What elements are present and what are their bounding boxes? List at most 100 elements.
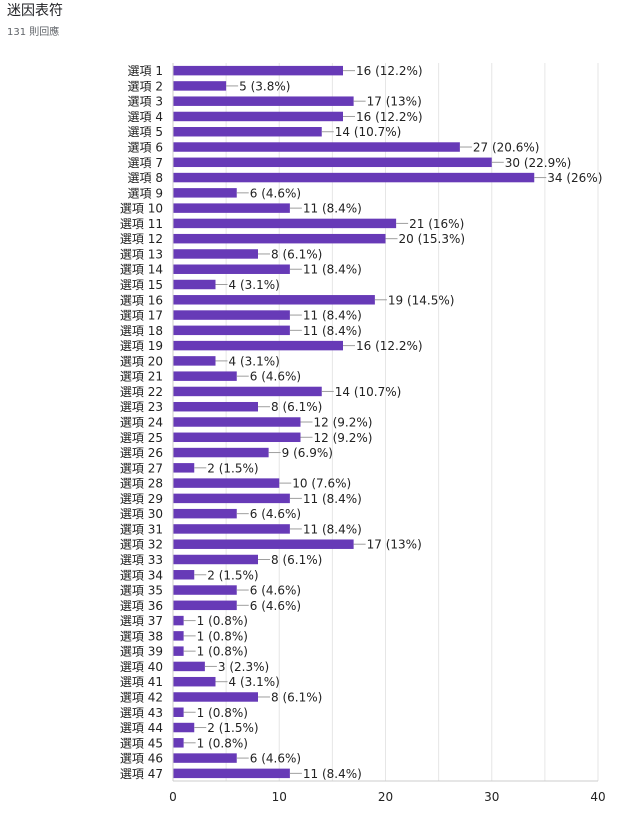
category-label: 選項 9 (128, 186, 163, 200)
bar (173, 203, 290, 213)
bar (173, 188, 237, 198)
data-label: 4 (3.1%) (229, 278, 280, 292)
category-label: 選項 35 (120, 584, 163, 598)
bar (173, 325, 290, 336)
data-label: 10 (7.6%) (292, 477, 351, 491)
bar (173, 142, 460, 152)
category-label: 選項 25 (120, 431, 163, 445)
data-label: 21 (16%) (409, 217, 464, 231)
category-label: 選項 3 (128, 95, 163, 109)
x-tick-label: 30 (484, 790, 499, 804)
data-label: 11 (8.4%) (303, 263, 362, 277)
data-label: 1 (0.8%) (197, 614, 248, 628)
bar (173, 111, 343, 122)
x-tick-label: 20 (378, 790, 393, 804)
x-tick-label: 0 (169, 790, 177, 804)
bar (173, 722, 195, 733)
axes (172, 63, 598, 782)
data-label: 6 (4.6%) (250, 370, 301, 384)
data-label: 4 (3.1%) (229, 675, 280, 689)
data-label: 19 (14.5%) (388, 293, 455, 307)
category-label: 選項 26 (120, 446, 163, 460)
category-label: 選項 27 (120, 461, 163, 475)
category-label: 選項 8 (128, 171, 163, 185)
bar (173, 96, 354, 106)
data-label: 6 (4.6%) (250, 507, 301, 521)
bar (173, 631, 184, 641)
response-count: 131 則回應 (7, 27, 60, 38)
bar (173, 478, 280, 488)
data-label: 8 (6.1%) (271, 400, 322, 414)
data-label: 1 (0.8%) (197, 736, 248, 750)
category-label: 選項 37 (120, 614, 163, 628)
category-label: 選項 24 (120, 416, 163, 430)
bar (173, 264, 290, 274)
bar (173, 646, 184, 656)
data-label: 4 (3.1%) (229, 354, 280, 368)
data-label: 16 (12.2%) (356, 64, 423, 78)
category-label: 選項 34 (120, 568, 163, 582)
category-label: 選項 47 (120, 767, 163, 781)
data-label: 14 (10.7%) (335, 125, 402, 139)
category-label: 選項 45 (120, 736, 163, 750)
bar (173, 585, 237, 595)
bar (173, 432, 301, 443)
data-label: 6 (4.6%) (250, 599, 301, 613)
category-label: 選項 17 (120, 309, 163, 323)
bar (173, 661, 205, 672)
category-label: 選項 16 (120, 293, 163, 307)
bar (173, 401, 258, 412)
category-label: 選項 38 (120, 629, 163, 643)
category-label: 選項 36 (120, 599, 163, 613)
bar (173, 615, 184, 626)
bar (173, 554, 258, 565)
category-label: 選項 12 (120, 232, 163, 246)
category-label: 選項 41 (120, 675, 163, 689)
data-label: 5 (3.8%) (239, 79, 290, 93)
bar (173, 692, 258, 702)
data-label: 8 (6.1%) (271, 247, 322, 261)
data-label: 11 (8.4%) (303, 767, 362, 781)
bar (173, 249, 258, 259)
data-label: 20 (15.3%) (399, 232, 466, 246)
category-label: 選項 21 (120, 370, 163, 384)
bar (173, 127, 322, 137)
bar (173, 753, 237, 763)
data-label: 17 (13%) (367, 538, 422, 552)
data-label: 17 (13%) (367, 95, 422, 109)
data-label: 2 (1.5%) (207, 461, 258, 475)
data-label: 11 (8.4%) (303, 522, 362, 536)
x-tick-label: 40 (590, 790, 605, 804)
category-label: 選項 33 (120, 553, 163, 567)
data-label: 6 (4.6%) (250, 752, 301, 766)
category-label: 選項 10 (120, 202, 163, 216)
data-label: 8 (6.1%) (271, 690, 322, 704)
bar (173, 570, 195, 580)
category-label: 選項 32 (120, 538, 163, 552)
data-label: 1 (0.8%) (197, 706, 248, 720)
bar (173, 295, 375, 305)
bar (173, 539, 354, 549)
data-label: 11 (8.4%) (303, 202, 362, 216)
bar (173, 600, 237, 611)
category-label: 選項 14 (120, 263, 163, 277)
category-label: 選項 29 (120, 492, 163, 506)
bar (173, 65, 343, 76)
category-label: 選項 23 (120, 400, 163, 414)
data-label: 6 (4.6%) (250, 584, 301, 598)
category-label: 選項 30 (120, 507, 163, 521)
bar (173, 707, 184, 717)
data-label: 1 (0.8%) (197, 645, 248, 659)
data-label: 34 (26%) (547, 171, 602, 185)
data-label: 1 (0.8%) (197, 629, 248, 643)
category-label: 選項 19 (120, 339, 163, 353)
category-label: 選項 6 (128, 141, 163, 155)
data-label: 11 (8.4%) (303, 492, 362, 506)
data-label: 8 (6.1%) (271, 553, 322, 567)
category-label: 選項 4 (128, 110, 163, 124)
category-label: 選項 18 (120, 324, 163, 338)
category-label: 選項 46 (120, 752, 163, 766)
bar (173, 508, 237, 519)
